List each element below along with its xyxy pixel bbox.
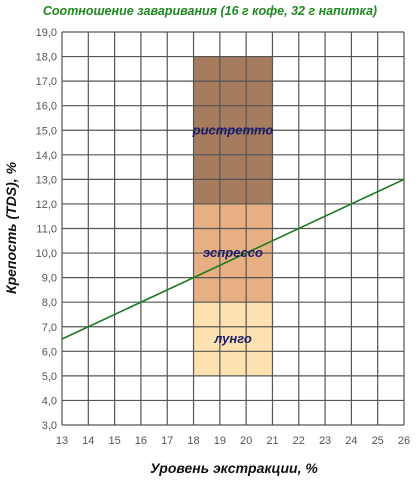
y-tick-label: 16,0 <box>36 101 57 113</box>
y-tick-label: 19,0 <box>36 27 57 39</box>
y-tick-label: 11,0 <box>36 224 57 236</box>
series-layer <box>61 178 405 340</box>
x-tick-label: 19 <box>214 435 226 447</box>
region-label-layer: лунго эспрессо ристретто <box>192 122 274 346</box>
grid-layer <box>61 31 405 426</box>
y-tick-label: 15,0 <box>36 125 57 137</box>
x-tick-label: 16 <box>135 435 147 447</box>
region-label-2: ристретто <box>192 122 274 137</box>
region-label-1: эспрессо <box>203 245 263 260</box>
y-tick-label: 9,0 <box>42 273 57 285</box>
x-tick-label: 13 <box>56 435 68 447</box>
y-tick-label: 8,0 <box>42 297 57 309</box>
x-tick-label: 20 <box>240 435 252 447</box>
y-tick-label: 6,0 <box>42 346 57 358</box>
y-tick-label: 3,0 <box>42 420 57 432</box>
y-tick-label: 12,0 <box>36 199 57 211</box>
series-line-0 <box>61 178 405 340</box>
x-tick-label: 24 <box>345 435 357 447</box>
y-tick-label: 17,0 <box>36 76 57 88</box>
x-tick-label: 17 <box>161 435 173 447</box>
x-tick-label: 23 <box>319 435 331 447</box>
chart-title: Соотношение заваривания (16 г кофе, 32 г… <box>42 4 378 18</box>
x-tick-label: 26 <box>398 435 410 447</box>
y-axis-title: Крепость (TDS), % <box>3 161 19 294</box>
region-layer <box>193 56 273 376</box>
y-tick-label: 5,0 <box>42 371 57 383</box>
x-tick-label: 22 <box>293 435 305 447</box>
x-axis-title: Уровень экстракции, % <box>150 460 318 476</box>
region-0 <box>193 302 273 376</box>
x-tick-label: 15 <box>108 435 120 447</box>
tick-layer: 13 14 15 16 17 18 19 20 21 22 23 24 25 26 3,0 4,0 5,0 6,0… <box>36 27 411 447</box>
x-tick-label: 18 <box>187 435 199 447</box>
x-tick-label: 25 <box>372 435 384 447</box>
y-tick-label: 18,0 <box>36 52 57 64</box>
x-tick-label: 21 <box>266 435 278 447</box>
y-tick-label: 13,0 <box>36 174 57 186</box>
y-tick-label: 10,0 <box>36 248 57 260</box>
y-tick-label: 7,0 <box>42 322 57 334</box>
region-label-0: лунго <box>213 331 252 346</box>
x-tick-label: 14 <box>82 435 94 447</box>
y-tick-label: 4,0 <box>42 395 57 407</box>
y-tick-label: 14,0 <box>36 150 57 162</box>
